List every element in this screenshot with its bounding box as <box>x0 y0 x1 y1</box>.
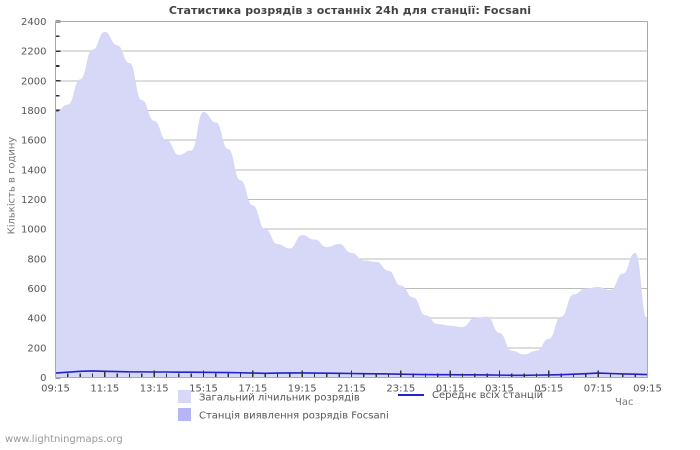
svg-text:2400: 2400 <box>21 17 46 28</box>
svg-text:03:15: 03:15 <box>485 384 514 395</box>
svg-text:0: 0 <box>40 373 46 384</box>
svg-text:09:15: 09:15 <box>41 384 70 395</box>
legend-label-station: Станція виявлення розрядів Focsani <box>199 410 389 422</box>
area-series <box>55 31 648 378</box>
svg-text:1800: 1800 <box>21 106 46 117</box>
svg-text:17:15: 17:15 <box>238 384 267 395</box>
chart-legend: Загальний лічильник розрядів Станція вия… <box>0 390 700 430</box>
legend-item-station: Станція виявлення розрядів Focsani <box>178 408 389 422</box>
svg-text:21:15: 21:15 <box>337 384 366 395</box>
svg-text:09:15: 09:15 <box>633 384 662 395</box>
svg-text:11:15: 11:15 <box>90 384 119 395</box>
svg-text:19:15: 19:15 <box>288 384 317 395</box>
svg-text:200: 200 <box>27 343 46 354</box>
plot-frame <box>55 21 648 378</box>
svg-text:05:15: 05:15 <box>534 384 563 395</box>
chart-plot: 0 200 400 600 800 1000 1200 1400 1600 1800 2000 220… <box>21 17 662 395</box>
svg-text:600: 600 <box>27 284 46 295</box>
svg-text:15:15: 15:15 <box>189 384 218 395</box>
svg-text:2000: 2000 <box>21 76 46 87</box>
svg-text:1400: 1400 <box>21 165 46 176</box>
legend-line-average-icon <box>398 393 424 396</box>
legend-label-total: Загальний лічильник розрядів <box>199 392 360 404</box>
legend-item-average: Середнє всіх станцій <box>398 390 543 402</box>
footer-watermark: www.lightningmaps.org <box>5 434 123 445</box>
x-axis-ticks: 09:15 11:15 13:15 15:15 17:15 19:15 21:15 23:15… <box>41 370 662 395</box>
svg-text:1600: 1600 <box>21 136 46 147</box>
svg-text:01:15: 01:15 <box>436 384 465 395</box>
svg-text:1000: 1000 <box>21 225 46 236</box>
svg-text:2200: 2200 <box>21 47 46 58</box>
svg-text:800: 800 <box>27 254 46 265</box>
legend-swatch-station-icon <box>178 408 191 421</box>
svg-text:400: 400 <box>27 314 46 325</box>
legend-label-average: Середнє всіх станцій <box>432 390 544 401</box>
svg-text:23:15: 23:15 <box>386 384 415 395</box>
legend-item-total: Загальний лічильник розрядів <box>178 390 360 404</box>
svg-text:13:15: 13:15 <box>140 384 169 395</box>
y-axis-ticks: 0 200 400 600 800 1000 1200 1400 1600 1800 2000 220… <box>21 17 61 384</box>
svg-text:1200: 1200 <box>21 195 46 206</box>
svg-text:07:15: 07:15 <box>584 384 613 395</box>
x-axis-label: Час <box>615 397 634 408</box>
chart-title: Статистика розрядів з останніх 24h для с… <box>168 4 532 17</box>
legend-swatch-total-icon <box>178 390 191 403</box>
